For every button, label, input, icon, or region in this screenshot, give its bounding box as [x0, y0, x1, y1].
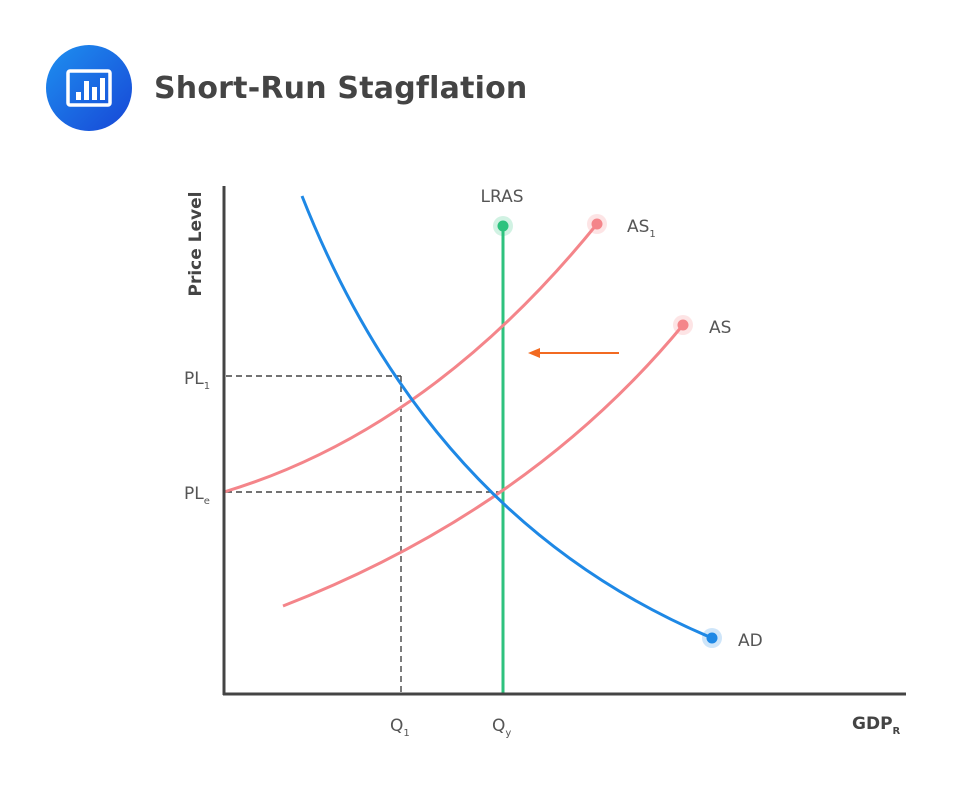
- ad-endpoint: [706, 632, 718, 644]
- as1-curve: [223, 223, 599, 494]
- y-axis-label: Price Level: [186, 192, 206, 297]
- as-curve: [282, 324, 685, 608]
- header: Short-Run Stagflation: [46, 45, 527, 131]
- lras-label: LRAS: [480, 187, 523, 207]
- lras-endpoint: [497, 220, 509, 232]
- pl1-label: PL1: [184, 369, 210, 392]
- ad-label: AD: [738, 631, 763, 651]
- shift-arrow: [528, 348, 619, 358]
- ple-label: PLe: [184, 484, 210, 507]
- ad-curve: [300, 195, 713, 640]
- x-axis-label: GDPR: [852, 714, 901, 737]
- as-endpoint: [677, 319, 689, 331]
- q1-label: Q1: [390, 716, 410, 739]
- qy-label: Qy: [492, 716, 511, 739]
- page-title: Short-Run Stagflation: [154, 70, 528, 106]
- bar-chart-icon: [46, 45, 132, 131]
- as1-label: AS1: [627, 217, 656, 240]
- arrow-left-icon: [528, 348, 540, 358]
- guide-lines: [226, 375, 503, 693]
- as1-endpoint: [591, 218, 603, 230]
- as-label: AS: [709, 318, 731, 338]
